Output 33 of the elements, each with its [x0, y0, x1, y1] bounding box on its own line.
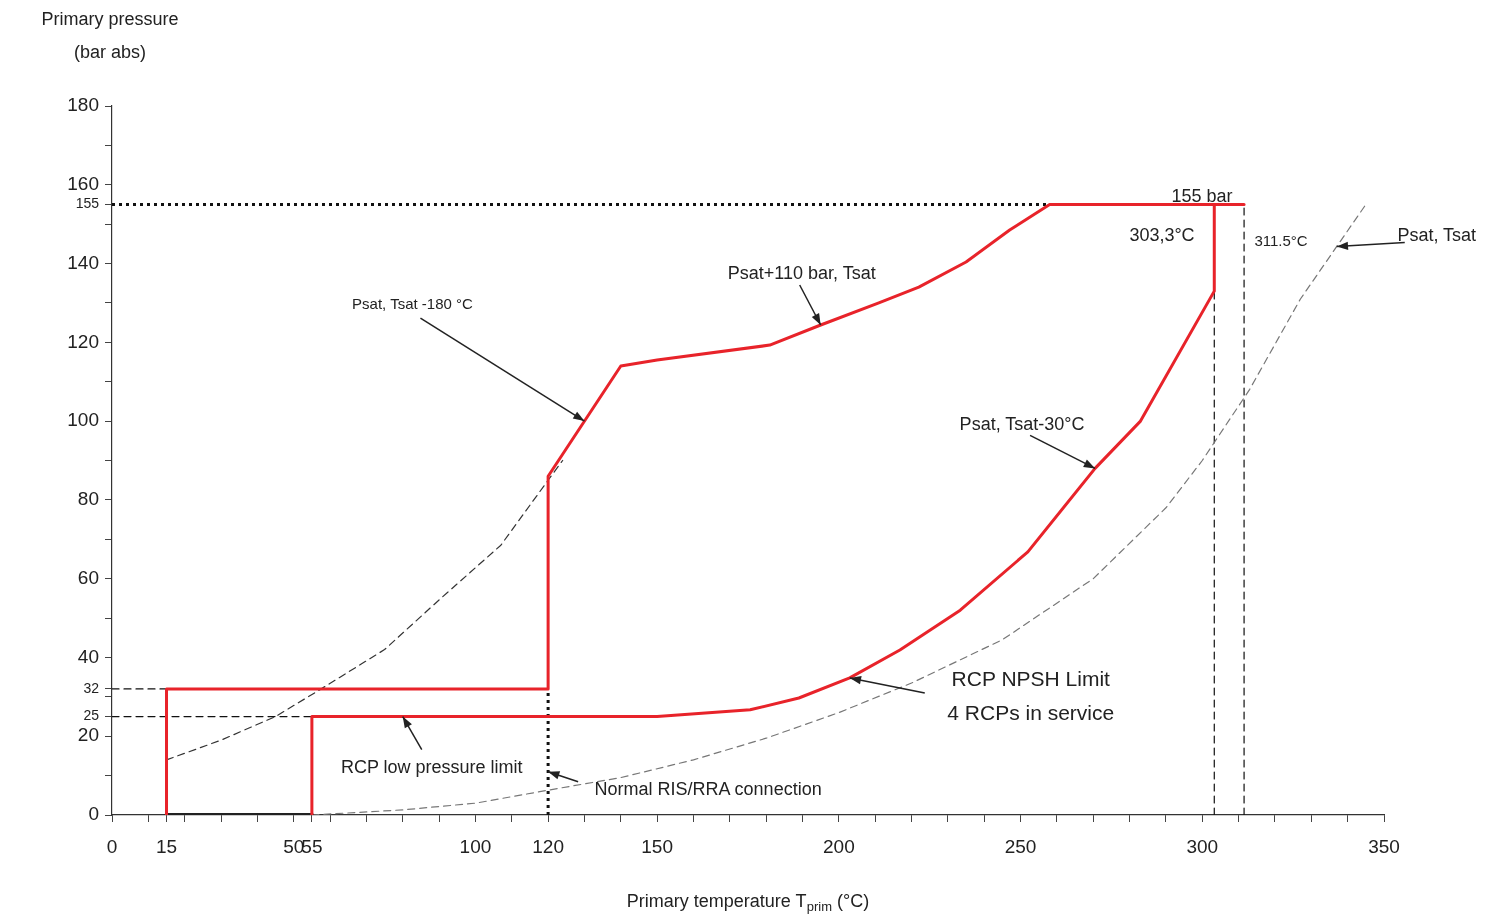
y-tick-label: 155: [75, 195, 100, 212]
x-tick-label: 15: [155, 835, 178, 857]
y-tick-label: 80: [77, 488, 99, 510]
annotation: 311.5°C: [1254, 232, 1308, 250]
annotation: Normal RIS/RRA connection: [594, 778, 822, 799]
y-tick-label: 140: [67, 251, 99, 273]
x-tick-label: 0: [106, 835, 118, 857]
y-axis-title: Primary pressure (bar abs): [41, 8, 179, 62]
annotation: Psat, Tsat-30°C: [959, 414, 1085, 435]
annotation: 303,3°C: [1129, 224, 1195, 245]
x-tick-label: 120: [532, 835, 564, 857]
x-tick-label: 150: [641, 835, 673, 857]
y-tick-label: 25: [83, 707, 100, 724]
y-tick-label: 20: [77, 724, 99, 746]
annotation: RCP low pressure limit: [340, 757, 523, 778]
annotation: Psat, Tsat: [1397, 224, 1477, 245]
y-tick-label: 0: [88, 803, 99, 825]
annotation: Psat+110 bar, Tsat: [727, 262, 876, 283]
x-tick-label: 250: [1004, 835, 1037, 857]
y-tick-label: 40: [77, 645, 99, 667]
y-tick-label: 120: [67, 330, 99, 352]
x-tick-label: 350: [1368, 835, 1400, 857]
x-tick-label: 300: [1186, 835, 1219, 857]
x-tick-label: 100: [459, 835, 492, 857]
x-tick-label: 200: [823, 835, 855, 857]
annotation: Psat, Tsat -180 °C: [352, 295, 474, 313]
y-tick-label: 180: [67, 94, 99, 116]
annotation: 155 bar: [1171, 185, 1233, 206]
y-tick-label: 100: [67, 409, 99, 431]
y-tick-label: 160: [67, 173, 99, 195]
y-tick-label: 32: [83, 679, 100, 696]
annotation: RCP NPSH Limit 4 RCPs in service: [947, 666, 1115, 724]
y-tick-label: 60: [77, 566, 99, 588]
